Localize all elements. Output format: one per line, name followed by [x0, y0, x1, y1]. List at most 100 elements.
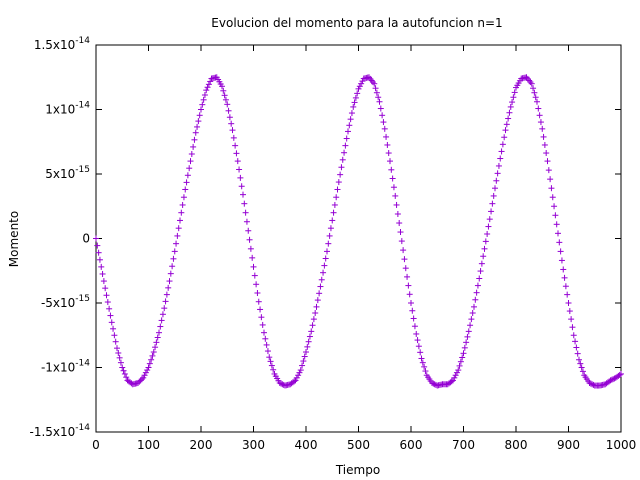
data-point	[371, 80, 378, 87]
data-point	[451, 374, 458, 381]
data-point	[233, 150, 240, 157]
data-point	[570, 332, 577, 339]
data-point	[510, 94, 517, 101]
data-point	[545, 167, 552, 174]
data-point	[430, 380, 437, 387]
data-point	[279, 381, 286, 388]
data-point	[264, 348, 271, 355]
data-point	[324, 248, 330, 255]
data-point	[207, 78, 214, 85]
data-point	[396, 220, 403, 227]
data-point	[497, 155, 504, 162]
data-point	[429, 379, 435, 386]
data-point	[535, 105, 542, 112]
data-point	[237, 174, 244, 181]
data-point	[111, 332, 118, 339]
y-tick-mantissa: 1x10	[45, 103, 75, 117]
data-point	[295, 372, 302, 379]
data-point	[196, 112, 203, 119]
data-point	[232, 142, 239, 149]
data-point	[505, 115, 512, 122]
data-point	[561, 274, 568, 281]
data-point	[242, 209, 249, 216]
data-point	[296, 369, 303, 376]
data-point	[547, 176, 554, 183]
data-point	[557, 248, 564, 255]
data-point	[186, 165, 193, 172]
data-point	[106, 305, 113, 312]
data-point	[156, 329, 162, 336]
data-point	[469, 309, 476, 316]
data-point	[501, 134, 508, 141]
data-point	[490, 192, 497, 199]
data-point	[608, 376, 615, 383]
data-point	[180, 194, 187, 201]
data-point	[411, 323, 418, 330]
data-point	[507, 103, 514, 110]
data-point	[107, 312, 114, 319]
y-tick-exponent: -15	[75, 294, 90, 304]
data-point	[486, 216, 493, 223]
data-point	[381, 125, 388, 132]
x-tick-label: 800	[505, 438, 528, 452]
data-point	[167, 270, 174, 277]
data-point	[108, 319, 115, 326]
data-point	[431, 381, 438, 388]
data-point	[343, 135, 350, 142]
data-point	[463, 339, 470, 346]
axis-ticks: 0 100 200 300 400 500 600 700 800 900 10001.5x10-1…	[30, 36, 637, 452]
data-point	[110, 325, 117, 332]
data-point	[299, 362, 306, 369]
data-point	[258, 314, 265, 321]
data-point	[534, 98, 540, 105]
data-point	[297, 367, 304, 374]
data-point	[586, 379, 593, 386]
data-point	[175, 225, 182, 232]
data-point	[348, 110, 355, 117]
data-point	[530, 85, 537, 92]
data-point	[162, 298, 169, 305]
data-point	[345, 128, 351, 135]
data-point	[383, 133, 390, 140]
data-point	[308, 328, 315, 335]
data-point	[392, 192, 399, 199]
data-point	[574, 350, 581, 357]
data-point	[198, 106, 204, 113]
data-point	[309, 322, 316, 329]
y-tick-exponent: -15	[75, 165, 90, 175]
data-point	[301, 353, 308, 360]
data-point	[418, 355, 425, 362]
y-tick-exponent: -14	[75, 101, 90, 111]
data-point	[618, 370, 624, 377]
data-point	[335, 179, 342, 186]
data-point	[354, 90, 361, 97]
data-point	[318, 276, 325, 283]
data-point	[119, 364, 126, 371]
data-point	[199, 101, 206, 108]
data-point	[99, 270, 106, 277]
data-point	[170, 255, 177, 262]
data-point	[103, 292, 110, 299]
data-point	[528, 80, 535, 87]
data-point	[222, 96, 229, 103]
data-point	[556, 239, 563, 246]
data-point	[144, 367, 151, 374]
data-point	[254, 290, 261, 297]
data-point	[98, 263, 105, 270]
data-point	[304, 343, 311, 350]
data-point	[321, 262, 328, 269]
data-point	[157, 323, 164, 330]
data-point	[161, 305, 168, 312]
data-point	[539, 125, 546, 132]
data-point	[590, 381, 597, 388]
data-point	[455, 367, 462, 374]
data-point	[310, 316, 317, 323]
data-point	[577, 360, 584, 367]
data-point	[253, 281, 260, 288]
data-point	[390, 184, 397, 191]
data-point	[241, 200, 248, 207]
data-point	[347, 116, 354, 123]
data-point	[607, 377, 614, 384]
data-point	[404, 273, 411, 280]
data-point	[112, 338, 119, 345]
